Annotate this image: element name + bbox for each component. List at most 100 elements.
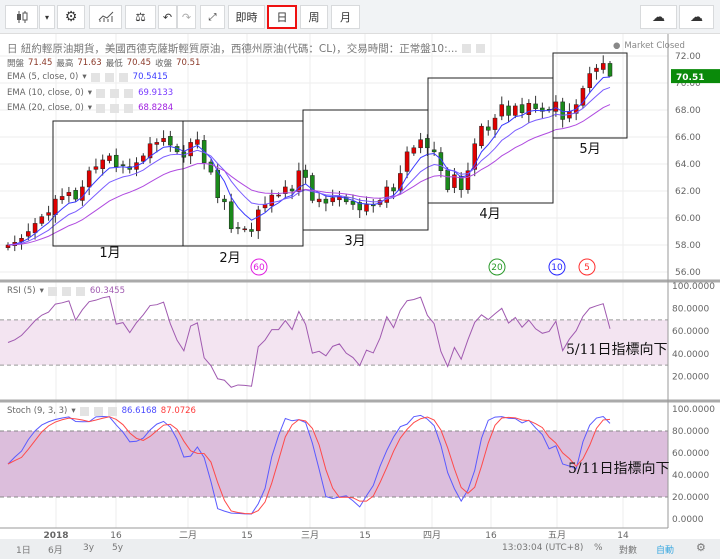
settings-icon[interactable] — [110, 103, 120, 113]
auto-toggle[interactable]: 自動 — [656, 546, 675, 556]
stoch-label: Stoch (9, 3, 3) — [7, 406, 68, 416]
eye-icon[interactable] — [79, 406, 89, 416]
chart-type-dropdown-icon[interactable]: ▾ — [39, 5, 55, 29]
candle-down — [168, 136, 173, 146]
high-label: 最高 — [56, 59, 74, 69]
market-status: ● Market Closed — [613, 41, 685, 51]
dropdown-icon[interactable]: ▾ — [82, 72, 87, 82]
candle-down — [350, 200, 356, 205]
settings-icon[interactable] — [110, 88, 120, 98]
ema20-legend[interactable]: EMA (20, close, 0) ▾ 68.8284 — [7, 103, 173, 113]
range-1d[interactable]: 1日 — [16, 546, 31, 556]
indicators-icon[interactable] — [89, 5, 122, 29]
candle-down — [533, 103, 538, 109]
eye-icon[interactable] — [90, 72, 100, 82]
close-icon[interactable] — [107, 406, 117, 416]
candle-down — [485, 126, 491, 131]
time-tick-label: 五月 — [548, 530, 566, 540]
candle-up — [472, 143, 477, 170]
time-tick-label: 16 — [485, 531, 497, 540]
candlestick-icon[interactable] — [5, 5, 38, 29]
candle-up — [594, 67, 599, 72]
close-icon[interactable] — [124, 88, 134, 98]
settings-icon[interactable] — [104, 72, 114, 82]
close-icon[interactable] — [118, 72, 128, 82]
period-marker-circle — [488, 258, 506, 276]
dropdown-icon[interactable]: ▾ — [87, 88, 93, 98]
settings-icon[interactable] — [93, 406, 103, 416]
candle-up — [513, 105, 518, 116]
candle-down — [431, 149, 437, 153]
compare-scale-icon[interactable]: ⚖ — [125, 5, 156, 29]
redo-icon[interactable]: ↷ — [177, 5, 196, 29]
candle-up — [492, 117, 498, 130]
stoch-tick-label: 100.0000 — [672, 405, 715, 415]
week-button[interactable]: 周 — [300, 5, 328, 29]
settings-icon[interactable] — [61, 286, 71, 296]
stoch-k-value: 86.6168 — [121, 406, 157, 416]
stoch-tick-label: 40.0000 — [672, 471, 709, 481]
ema10-line — [7, 86, 611, 246]
price-tick-label: 58.00 — [675, 241, 701, 251]
undo-icon[interactable]: ↶ — [158, 5, 177, 29]
eye-icon[interactable] — [96, 88, 106, 98]
fullscreen-icon[interactable]: ⤢ — [200, 5, 225, 29]
month-box — [427, 77, 554, 204]
candle-down — [391, 187, 396, 192]
eye-icon[interactable] — [461, 44, 471, 53]
rsi-tick-label: 100.0000 — [672, 282, 715, 292]
candle-up — [316, 198, 322, 203]
candle-down — [113, 154, 119, 167]
title-text: 日 紐約輕原油期貨，美國西德克薩斯輕質原油，西德州原油(代碼：CL)，交易時間：… — [7, 43, 458, 55]
month-label: 5月 — [579, 142, 600, 157]
settings-icon[interactable] — [475, 44, 485, 53]
period-marker-label: 5 — [584, 263, 590, 273]
rsi-band — [0, 319, 668, 366]
eye-icon[interactable] — [47, 286, 57, 296]
gear-icon[interactable]: ⚙ — [57, 5, 85, 29]
stoch-d-value: 87.0726 — [160, 406, 196, 416]
candle-down — [519, 104, 525, 113]
stoch-legend[interactable]: Stoch (9, 3, 3) ▾ 86.6168 87.0726 — [7, 406, 196, 416]
close-icon[interactable] — [124, 103, 134, 113]
ema5-label: EMA (5, close, 0) — [7, 72, 79, 82]
ema10-legend[interactable]: EMA (10, close, 0) ▾ 69.9133 — [7, 88, 173, 98]
candle-down — [506, 105, 511, 116]
day-button[interactable]: 日 — [267, 5, 297, 29]
gear-icon[interactable]: ⚙ — [696, 541, 706, 554]
candle-up — [404, 151, 410, 172]
dropdown-icon[interactable]: ▾ — [39, 286, 44, 296]
realtime-button[interactable]: 即時 — [228, 5, 265, 29]
candle-down — [228, 201, 234, 230]
toolbar: ▾ ⚙ ⚖ ↶ ↷ ⤢ 即時 日 周 月 ☁ ☁ — [0, 0, 720, 34]
candle-up — [26, 231, 31, 237]
dropdown-icon[interactable]: ▾ — [87, 103, 93, 113]
candle-down — [607, 63, 613, 77]
candle-up — [242, 228, 247, 231]
range-5y[interactable]: 5y — [112, 543, 124, 553]
eye-icon[interactable] — [96, 103, 106, 113]
range-3y[interactable]: 3y — [83, 543, 95, 553]
candle-up — [46, 212, 51, 216]
cloud-download-icon[interactable]: ☁ — [640, 5, 677, 29]
rsi-annotation: 5/11日指標向下 — [566, 342, 668, 358]
rsi-legend[interactable]: RSI (5) ▾ 60.3455 — [7, 286, 125, 296]
price-tick-label: 66.00 — [675, 133, 701, 143]
range-6m[interactable]: 6月 — [48, 546, 63, 556]
ema5-legend[interactable]: EMA (5, close, 0) ▾ 70.5415 — [7, 72, 168, 82]
candle-down — [425, 138, 430, 149]
chart-canvas[interactable]: 72.00 70.00 68.00 66.00 64.00 62.00 60.00 58.00… — [0, 34, 720, 540]
month-button[interactable]: 月 — [331, 5, 360, 29]
percent-toggle[interactable]: % — [594, 543, 603, 553]
candle-up — [384, 186, 390, 203]
open-value: 71.45 — [28, 58, 53, 68]
candle-up — [411, 147, 417, 154]
rsi-tick-label: 80.0000 — [672, 305, 709, 315]
close-icon[interactable] — [75, 286, 85, 296]
log-toggle[interactable]: 對數 — [619, 546, 638, 556]
candle-down — [323, 198, 329, 204]
dropdown-icon[interactable]: ▾ — [71, 406, 76, 416]
candle-up — [100, 159, 105, 169]
close-label: 收盤 — [155, 59, 173, 69]
cloud-upload-icon[interactable]: ☁ — [679, 5, 714, 29]
